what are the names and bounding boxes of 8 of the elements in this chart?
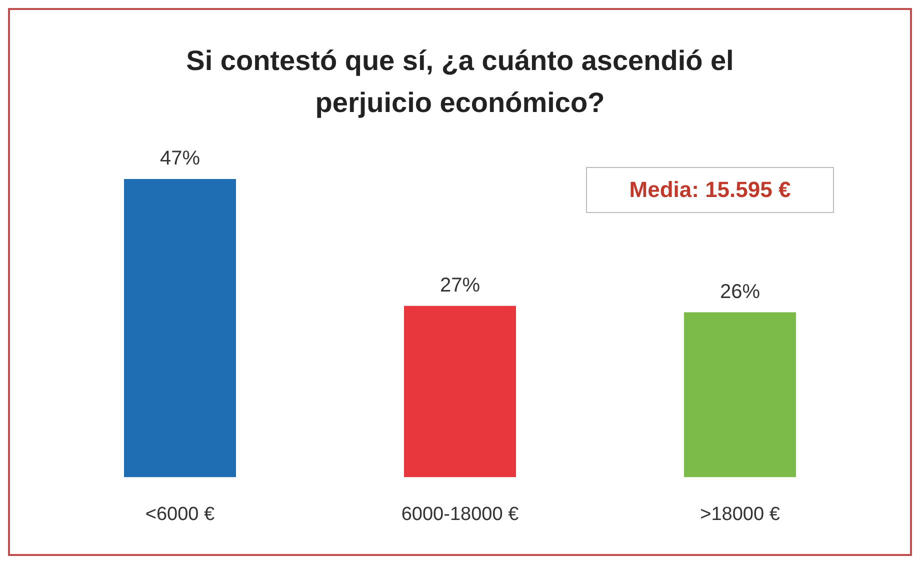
x-tick-label: <6000 €: [145, 504, 216, 525]
data-label: 26%: [720, 280, 760, 303]
data-label: 47%: [160, 148, 200, 170]
annotation: Media: 15.595 €: [586, 167, 834, 213]
x-tick-label: >18000 €: [700, 504, 780, 525]
chart-title: Si contestó que sí, ¿a cuánto ascendió el perjuicio económico?: [185, 44, 735, 120]
data-label: 27%: [440, 274, 480, 296]
x-tick-label: 6000-18000 €: [401, 504, 520, 525]
